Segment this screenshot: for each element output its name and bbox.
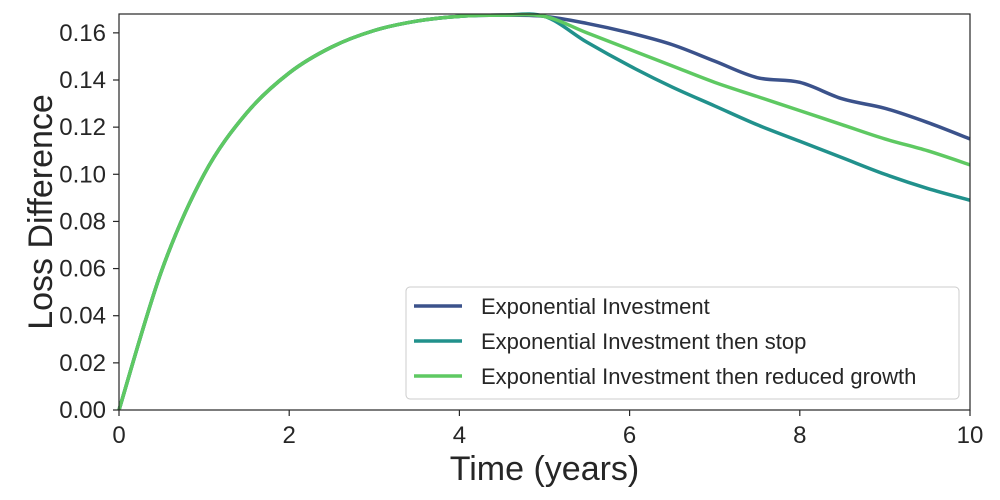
y-tick-label: 0.14	[59, 67, 106, 94]
x-axis-label: Time (years)	[450, 450, 640, 488]
legend-label: Exponential Investment	[481, 294, 710, 319]
series-line-3	[117, 12, 971, 411]
legend-box	[405, 286, 960, 400]
legend-label: Exponential Investment then reduced grow…	[481, 364, 916, 389]
x-tick-label: 0	[112, 422, 125, 449]
y-tick-label: 0.10	[59, 161, 106, 188]
x-tick-label: 4	[453, 422, 466, 449]
y-tick-label: 0.04	[59, 303, 106, 330]
y-tick-label: 0.06	[59, 256, 106, 283]
y-tick-label: 0.00	[59, 397, 106, 424]
plot-frame	[118, 13, 971, 411]
y-axis-label: Loss Difference	[22, 94, 60, 330]
x-tick-label: 8	[793, 422, 806, 449]
y-tick-label: 0.08	[59, 208, 106, 235]
legend-label: Exponential Investment then stop	[481, 329, 806, 354]
x-tick-label: 10	[957, 422, 984, 449]
y-tick-label: 0.12	[59, 114, 106, 141]
y-tick-label: 0.02	[59, 350, 106, 377]
x-axis-ticks: 0 2 4 6 8 10	[112, 410, 983, 449]
y-tick-label: 0.16	[59, 20, 106, 47]
x-tick-label: 6	[623, 422, 636, 449]
x-tick-label: 2	[283, 422, 296, 449]
y-axis-ticks: 0.00 0.02 0.04 0.06 0.08 0.10 0.12 0.14 0.16	[59, 20, 119, 424]
legend: Exponential Investment Exponential Invest…	[405, 286, 960, 400]
